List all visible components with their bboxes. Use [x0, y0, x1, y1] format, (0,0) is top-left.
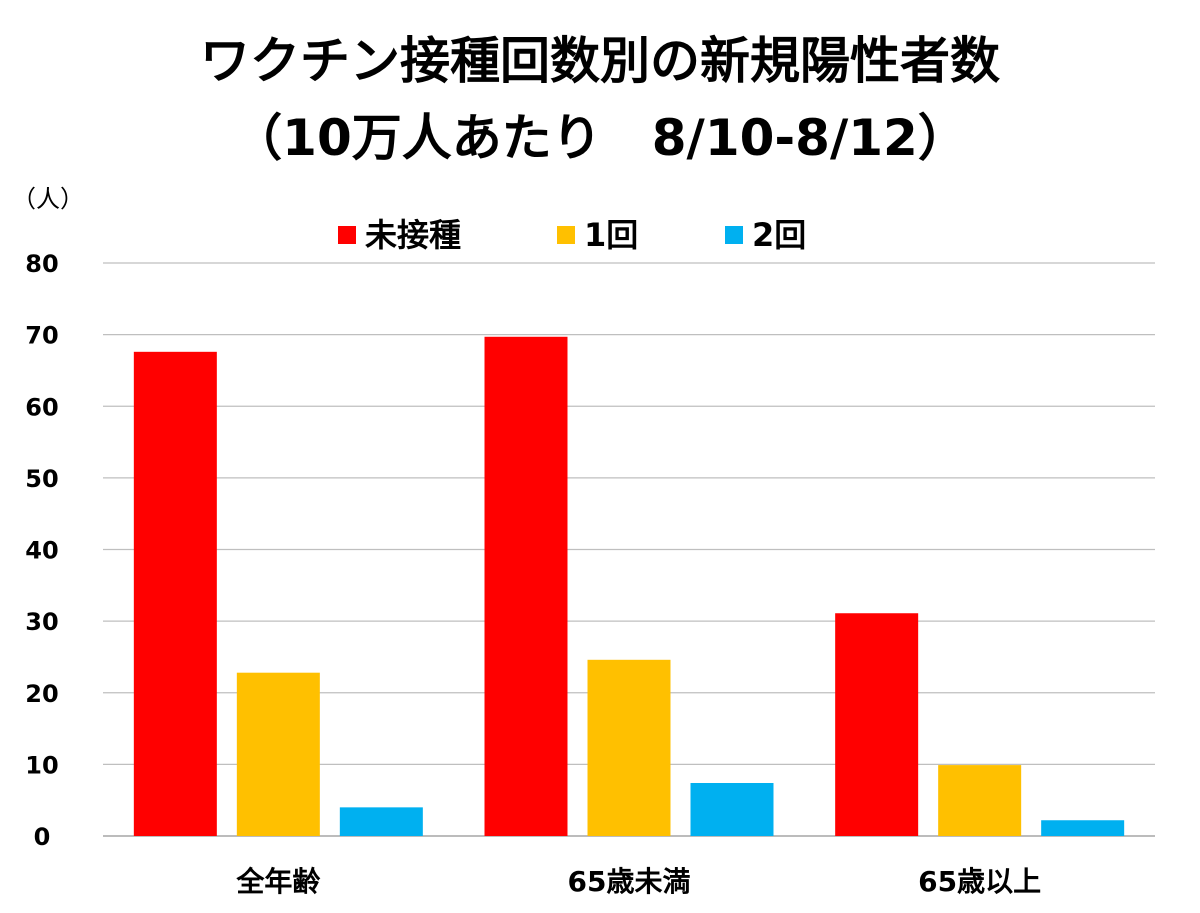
y-tick-label: 60 — [25, 393, 58, 421]
legend-label: 未接種 — [365, 216, 461, 254]
bar — [835, 613, 919, 836]
bar — [1041, 820, 1125, 836]
y-tick-label: 40 — [25, 537, 58, 565]
x-category-label: 65歳未満 — [568, 865, 691, 898]
legend-label: 1回 — [584, 216, 638, 254]
x-category-label: 65歳以上 — [918, 865, 1041, 898]
bar — [133, 351, 217, 836]
y-tick-label: 70 — [25, 322, 58, 350]
bar — [690, 782, 774, 836]
legend-swatch — [725, 226, 743, 244]
y-tick-label: 50 — [25, 465, 58, 493]
y-tick-label: 20 — [25, 680, 58, 708]
bar — [236, 672, 320, 836]
y-axis-ticks: 0 10 20 30 40 50 60 70 80 — [25, 250, 58, 851]
legend-swatch — [557, 226, 575, 244]
legend-label: 2回 — [752, 216, 806, 254]
legend: 未接種 1回 2回 — [338, 216, 806, 254]
bar — [938, 765, 1022, 836]
bar — [484, 336, 568, 836]
y-tick-label: 0 — [34, 823, 51, 851]
bar — [339, 807, 423, 836]
y-tick-label: 30 — [25, 608, 58, 636]
chart-title: ワクチン接種回数別の新規陽性者数 — [200, 32, 1000, 90]
x-axis-categories: 全年齢 65歳未満 65歳以上 — [235, 865, 1041, 898]
chart-subtitle: （10万人あたり 8/10-8/12） — [232, 109, 968, 167]
bar — [587, 659, 671, 836]
y-tick-label: 80 — [25, 250, 58, 278]
x-category-label: 全年齢 — [235, 865, 320, 898]
y-axis-unit-label: （人） — [12, 185, 84, 213]
bars — [133, 336, 1125, 836]
y-tick-label: 10 — [25, 751, 58, 779]
legend-swatch — [338, 226, 356, 244]
